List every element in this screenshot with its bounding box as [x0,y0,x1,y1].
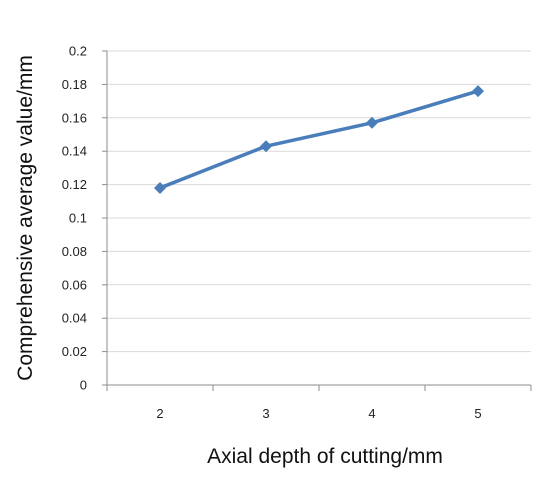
y-tick-label: 0.08 [62,244,87,259]
x-tick-labels: 2 3 4 5 [156,406,481,421]
y-tick-label: 0 [80,378,87,393]
y-tick-labels: 0 0.02 0.04 0.06 0.08 0.1 0.12 0.14 0.16 0.18 0.2 [62,44,87,393]
series-line [158,89,480,190]
y-tick-label: 0.02 [62,344,87,359]
y-tick-label: 0.1 [69,211,87,226]
y-axis-title: Comprehensive average value/mm [14,55,37,381]
data-point-marker [154,181,166,194]
x-tick-label: 3 [262,406,269,421]
series [154,85,484,194]
x-axis-title: Axial depth of cutting/mm [207,445,443,468]
y-tick-label: 0.18 [62,77,87,92]
x-tick-label: 5 [474,406,481,421]
y-tick-label: 0.06 [62,277,87,292]
gridlines [107,50,531,353]
data-point-marker [366,116,378,129]
y-tick-label: 0.12 [62,177,87,192]
y-tick-label: 0.2 [69,44,87,59]
data-point-marker [260,140,272,153]
axes [102,50,532,391]
y-tick-label: 0.14 [62,144,87,159]
data-point-marker [472,85,484,98]
x-tick-label: 2 [156,406,163,421]
x-tick-label: 4 [368,406,375,421]
y-tick-label: 0.16 [62,110,87,125]
y-tick-label: 0.04 [62,311,87,326]
